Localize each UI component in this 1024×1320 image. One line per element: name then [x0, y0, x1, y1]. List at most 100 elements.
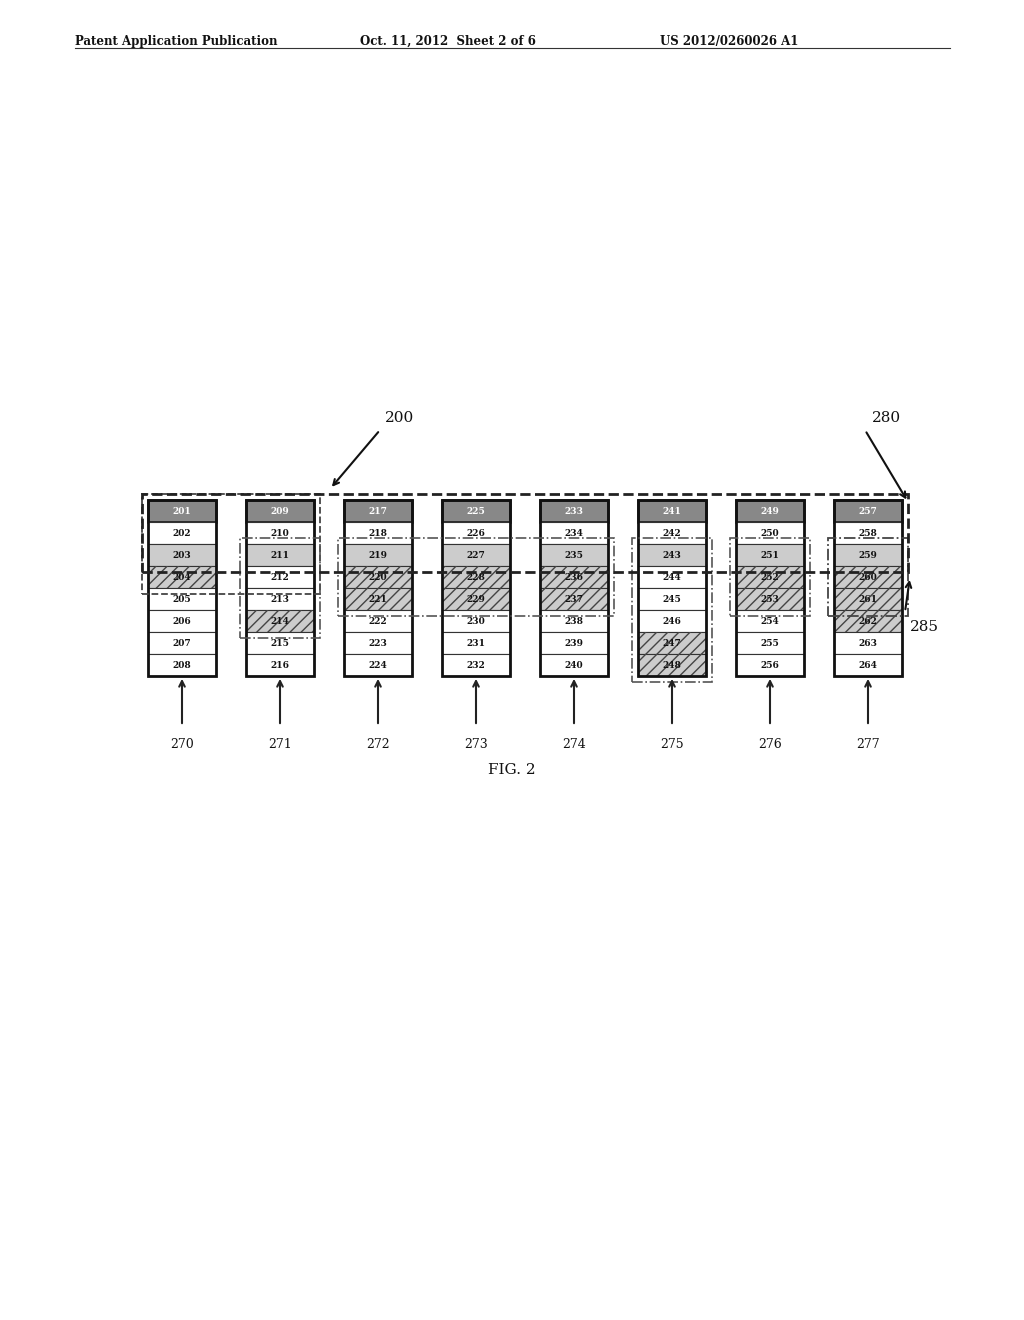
Text: FIG. 2: FIG. 2: [488, 763, 536, 777]
Bar: [638, 653, 706, 676]
Bar: [344, 653, 412, 676]
Text: 209: 209: [270, 507, 290, 516]
Text: 215: 215: [270, 639, 290, 648]
Text: 263: 263: [858, 639, 878, 648]
Bar: [148, 566, 216, 587]
Text: US 2012/0260026 A1: US 2012/0260026 A1: [660, 36, 799, 48]
Text: 234: 234: [564, 528, 584, 537]
Text: 212: 212: [270, 573, 290, 582]
Bar: [638, 632, 706, 653]
Bar: [246, 521, 314, 544]
Bar: [148, 500, 216, 676]
Text: 216: 216: [270, 660, 290, 669]
Bar: [246, 544, 314, 566]
Bar: [148, 566, 216, 587]
Bar: [834, 610, 902, 632]
Text: 219: 219: [369, 550, 387, 560]
Text: 202: 202: [173, 528, 191, 537]
Text: 250: 250: [761, 528, 779, 537]
Bar: [638, 653, 706, 676]
Bar: [344, 632, 412, 653]
Text: 217: 217: [369, 507, 387, 516]
Bar: [148, 500, 216, 521]
Text: 204: 204: [173, 573, 191, 582]
Text: 252: 252: [761, 573, 779, 582]
Bar: [442, 566, 510, 587]
Bar: [736, 500, 804, 521]
Text: 225: 225: [467, 507, 485, 516]
Bar: [344, 587, 412, 610]
Text: 285: 285: [910, 620, 939, 634]
Text: 261: 261: [858, 594, 878, 603]
Text: 259: 259: [858, 550, 878, 560]
Text: 208: 208: [173, 660, 191, 669]
Text: 274: 274: [562, 738, 586, 751]
Bar: [736, 610, 804, 632]
Text: 262: 262: [858, 616, 878, 626]
Bar: [442, 587, 510, 610]
Bar: [834, 632, 902, 653]
Bar: [834, 587, 902, 610]
Bar: [736, 566, 804, 587]
Bar: [246, 500, 314, 521]
Bar: [148, 632, 216, 653]
Text: 251: 251: [761, 550, 779, 560]
Bar: [344, 566, 412, 587]
Bar: [736, 521, 804, 544]
Text: 257: 257: [859, 507, 878, 516]
Bar: [638, 544, 706, 566]
Text: 223: 223: [369, 639, 387, 648]
Text: 231: 231: [467, 639, 485, 648]
Bar: [638, 500, 706, 676]
Bar: [338, 539, 614, 616]
Text: 272: 272: [367, 738, 390, 751]
Bar: [540, 544, 608, 566]
Text: 230: 230: [467, 616, 485, 626]
Bar: [834, 566, 902, 587]
Text: 254: 254: [761, 616, 779, 626]
Bar: [540, 632, 608, 653]
Text: 242: 242: [663, 528, 681, 537]
Bar: [442, 653, 510, 676]
Text: 226: 226: [467, 528, 485, 537]
Bar: [246, 653, 314, 676]
Text: 221: 221: [369, 594, 387, 603]
Bar: [834, 521, 902, 544]
Text: 245: 245: [663, 594, 681, 603]
Bar: [540, 521, 608, 544]
Bar: [240, 539, 319, 638]
Text: 214: 214: [270, 616, 290, 626]
Text: 277: 277: [856, 738, 880, 751]
Text: 224: 224: [369, 660, 387, 669]
Text: 206: 206: [173, 616, 191, 626]
Text: 239: 239: [564, 639, 584, 648]
Bar: [736, 632, 804, 653]
Bar: [736, 587, 804, 610]
Bar: [638, 566, 706, 587]
Bar: [638, 632, 706, 653]
Bar: [246, 500, 314, 676]
Bar: [344, 566, 412, 587]
Text: 233: 233: [564, 507, 584, 516]
Bar: [638, 521, 706, 544]
Text: 227: 227: [467, 550, 485, 560]
Text: 275: 275: [660, 738, 684, 751]
Bar: [834, 500, 902, 676]
Bar: [246, 587, 314, 610]
Bar: [834, 544, 902, 566]
Text: 244: 244: [663, 573, 681, 582]
Bar: [638, 587, 706, 610]
Text: 235: 235: [564, 550, 584, 560]
Bar: [540, 566, 608, 587]
Text: 271: 271: [268, 738, 292, 751]
Bar: [540, 610, 608, 632]
Bar: [442, 632, 510, 653]
Text: 253: 253: [761, 594, 779, 603]
Text: 210: 210: [270, 528, 290, 537]
Bar: [442, 610, 510, 632]
Bar: [344, 587, 412, 610]
Text: 243: 243: [663, 550, 681, 560]
Bar: [828, 539, 908, 616]
Text: 248: 248: [663, 660, 681, 669]
Text: 256: 256: [761, 660, 779, 669]
